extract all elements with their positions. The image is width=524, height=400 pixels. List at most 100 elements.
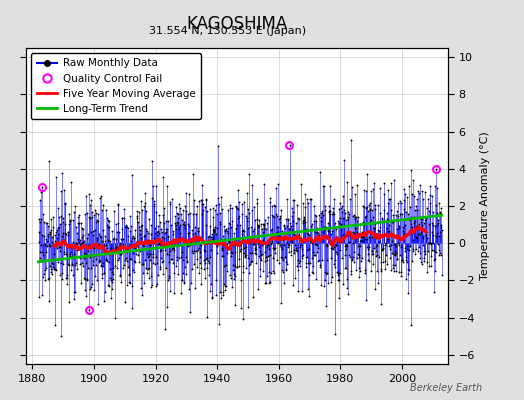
Point — [414, 188, 422, 194]
Point — [134, 240, 142, 247]
Point — [210, 229, 218, 236]
Point — [374, 201, 383, 208]
Point — [270, 246, 278, 253]
Point — [83, 277, 91, 284]
Point — [212, 202, 221, 208]
Point — [45, 242, 53, 248]
Point — [351, 224, 359, 231]
Point — [250, 241, 258, 248]
Point — [293, 288, 302, 294]
Point — [164, 218, 172, 224]
Point — [81, 276, 89, 282]
Point — [205, 260, 213, 266]
Point — [183, 258, 191, 265]
Point — [41, 241, 50, 248]
Point — [172, 219, 181, 226]
Point — [283, 238, 291, 245]
Point — [170, 247, 179, 254]
Point — [285, 242, 293, 248]
Point — [433, 222, 441, 228]
Point — [187, 239, 195, 246]
Point — [200, 246, 209, 253]
Point — [368, 261, 377, 267]
Point — [88, 214, 96, 221]
Point — [257, 220, 265, 227]
Point — [341, 210, 349, 216]
Point — [36, 255, 45, 261]
Point — [239, 263, 248, 269]
Point — [409, 247, 417, 254]
Point — [46, 228, 54, 235]
Point — [353, 255, 362, 261]
Point — [307, 236, 315, 242]
Point — [422, 214, 430, 220]
Point — [369, 180, 378, 186]
Point — [122, 254, 130, 261]
Point — [115, 273, 124, 279]
Point — [387, 180, 396, 186]
Point — [277, 207, 285, 214]
Point — [113, 264, 121, 271]
Point — [225, 246, 233, 252]
Point — [358, 233, 367, 239]
Point — [243, 215, 251, 222]
Point — [384, 228, 392, 234]
Point — [209, 227, 217, 234]
Point — [422, 214, 431, 221]
Point — [379, 246, 387, 252]
Point — [262, 226, 270, 232]
Point — [379, 259, 387, 266]
Point — [45, 298, 53, 304]
Point — [341, 252, 349, 258]
Point — [128, 249, 137, 256]
Point — [121, 224, 129, 230]
Point — [144, 237, 152, 244]
Point — [410, 251, 419, 257]
Point — [124, 264, 133, 270]
Point — [41, 277, 49, 283]
Point — [255, 253, 263, 259]
Point — [347, 271, 356, 277]
Point — [194, 228, 202, 235]
Point — [420, 189, 429, 196]
Point — [39, 274, 47, 280]
Point — [405, 266, 413, 273]
Point — [175, 226, 183, 232]
Point — [104, 217, 112, 224]
Point — [381, 240, 390, 246]
Point — [356, 257, 365, 264]
Point — [353, 218, 361, 224]
Point — [219, 288, 227, 295]
Point — [111, 315, 119, 321]
Point — [184, 221, 192, 227]
Point — [179, 221, 188, 227]
Point — [201, 204, 209, 210]
Point — [325, 208, 334, 214]
Point — [419, 255, 428, 261]
Point — [270, 269, 279, 276]
Point — [230, 276, 238, 282]
Point — [56, 220, 64, 227]
Point — [201, 259, 210, 266]
Point — [74, 244, 82, 250]
Point — [417, 216, 425, 222]
Point — [208, 236, 216, 243]
Point — [81, 260, 90, 267]
Point — [266, 252, 274, 258]
Point — [396, 198, 405, 204]
Point — [380, 207, 388, 213]
Point — [35, 229, 43, 236]
Point — [350, 212, 358, 218]
Point — [291, 246, 300, 253]
Point — [159, 212, 167, 219]
Point — [144, 230, 152, 236]
Point — [267, 240, 276, 247]
Point — [397, 200, 405, 206]
Point — [432, 210, 441, 217]
Point — [235, 222, 244, 228]
Point — [249, 226, 258, 232]
Point — [56, 272, 64, 278]
Point — [60, 237, 69, 244]
Point — [114, 202, 122, 208]
Point — [133, 215, 141, 222]
